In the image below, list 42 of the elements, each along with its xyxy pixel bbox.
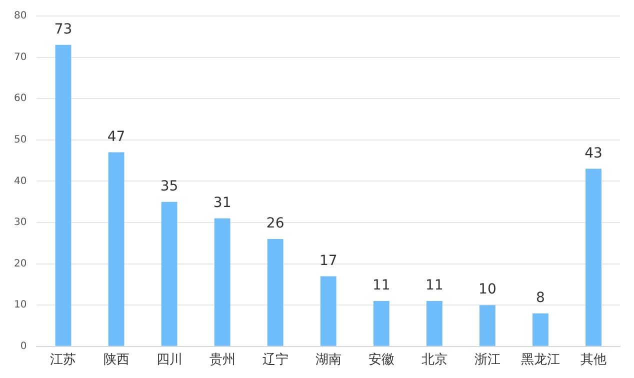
data-label: 11 [372,278,390,294]
data-label: 11 [426,278,444,294]
data-label: 73 [54,22,72,38]
data-label: 35 [160,178,178,194]
bar [586,168,602,346]
bar [320,276,336,346]
bar [214,218,230,346]
y-tick-label: 30 [14,217,27,228]
bar [532,313,548,346]
y-tick-label: 70 [14,52,27,63]
y-tick-label: 50 [14,134,27,146]
x-tick-label: 北京 [421,352,448,368]
y-tick-label: 80 [14,10,27,22]
x-tick-label: 浙江 [474,352,500,368]
data-label: 26 [266,216,284,232]
x-tick-label: 安徽 [368,352,394,368]
y-tick-label: 10 [14,300,27,311]
data-label: 43 [584,145,602,162]
y-tick-label: 40 [14,176,27,187]
data-label: 47 [107,128,126,145]
bar [479,305,496,346]
x-tick-label: 江苏 [50,352,76,368]
x-tick-label: 陕西 [103,352,130,368]
bar [373,300,390,346]
data-label: 31 [213,195,232,212]
bar [267,239,284,346]
data-label: 8 [536,290,545,306]
bar [426,300,442,346]
bar [161,202,178,346]
x-tick-label: 黑龙江 [520,352,560,368]
x-tick-label: 湖南 [315,352,342,368]
x-tick-label: 四川 [156,352,182,368]
x-tick-label: 辽宁 [262,352,288,368]
bar [55,44,72,346]
y-tick-label: 0 [20,340,27,352]
x-tick-label: 其他 [580,352,606,368]
data-label: 10 [478,282,496,298]
data-label: 17 [319,252,338,269]
bar [108,152,124,346]
y-tick-label: 20 [14,258,27,270]
x-tick-label: 贵州 [209,352,236,368]
y-tick-label: 60 [14,93,27,104]
